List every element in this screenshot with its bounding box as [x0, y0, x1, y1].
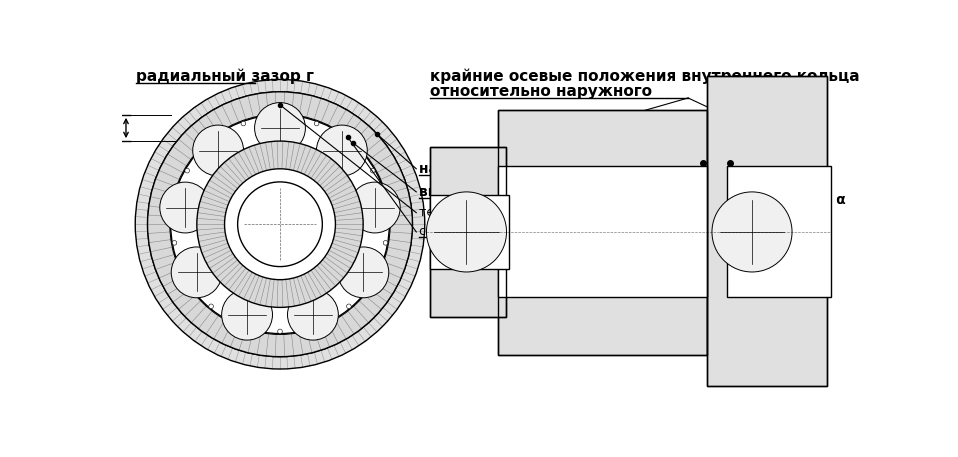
- Circle shape: [241, 121, 245, 126]
- Circle shape: [148, 92, 413, 356]
- Circle shape: [238, 182, 322, 266]
- Circle shape: [135, 80, 424, 369]
- Text: (осевая игра) α: (осевая игра) α: [722, 193, 846, 207]
- Bar: [430, 147, 506, 317]
- Text: осевой зазор: осевой зазор: [722, 178, 828, 192]
- Bar: [726, 166, 831, 298]
- Circle shape: [224, 169, 335, 280]
- Circle shape: [347, 304, 352, 308]
- Bar: [498, 110, 707, 355]
- Bar: [430, 147, 506, 317]
- Text: относительно наружного: относительно наружного: [430, 84, 652, 99]
- Text: наружное кольцо: наружное кольцо: [419, 162, 561, 176]
- Circle shape: [371, 168, 376, 173]
- Circle shape: [193, 125, 243, 176]
- Bar: [498, 110, 707, 355]
- Circle shape: [287, 289, 338, 340]
- Circle shape: [171, 247, 222, 298]
- Circle shape: [338, 247, 389, 298]
- Circle shape: [160, 182, 211, 233]
- Circle shape: [209, 304, 214, 308]
- Circle shape: [712, 192, 792, 272]
- Circle shape: [314, 121, 319, 126]
- Bar: [498, 166, 707, 298]
- Circle shape: [316, 125, 367, 176]
- Circle shape: [255, 102, 306, 154]
- Circle shape: [221, 289, 272, 340]
- Circle shape: [196, 141, 363, 308]
- Circle shape: [383, 240, 388, 245]
- Text: крайние осевые положения внутреннего кольца: крайние осевые положения внутреннего кол…: [430, 69, 859, 84]
- Circle shape: [185, 168, 190, 173]
- Bar: [430, 195, 510, 269]
- Text: тело качения: тело качения: [419, 206, 508, 219]
- Text: радиальный зазор г: радиальный зазор г: [136, 69, 314, 84]
- Text: сепаратор: сепаратор: [419, 225, 488, 239]
- Bar: [707, 76, 827, 386]
- Text: внутреннее кольцо: внутреннее кольцо: [419, 185, 574, 199]
- Circle shape: [172, 240, 177, 245]
- Circle shape: [350, 182, 400, 233]
- Circle shape: [426, 192, 507, 272]
- Circle shape: [171, 115, 389, 334]
- Circle shape: [148, 92, 413, 356]
- Bar: [707, 76, 827, 386]
- Circle shape: [278, 329, 283, 334]
